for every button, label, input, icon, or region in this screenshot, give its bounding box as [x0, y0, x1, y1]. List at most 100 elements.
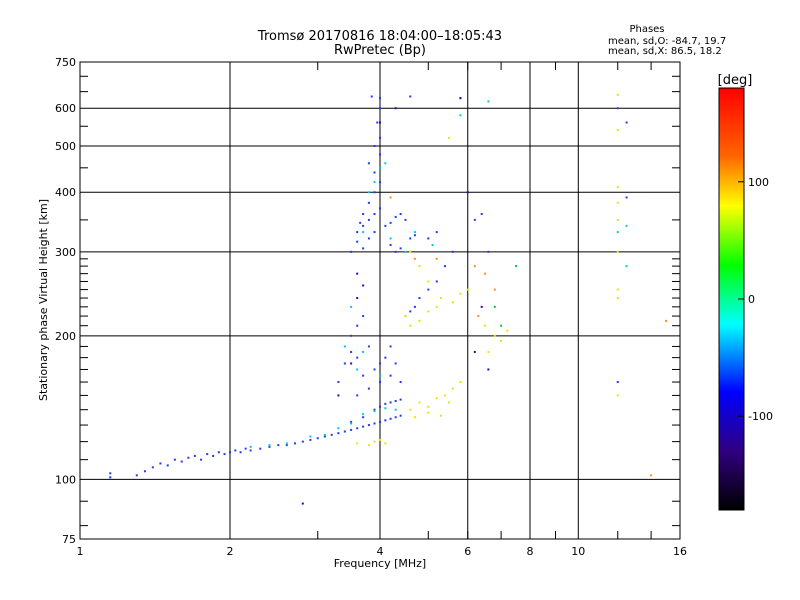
x-tick-label: 16: [673, 545, 687, 558]
data-point: [350, 305, 353, 308]
data-point: [373, 171, 376, 174]
data-point: [379, 107, 381, 110]
data-point: [384, 407, 387, 410]
data-point: [343, 345, 346, 348]
data-point: [343, 362, 346, 365]
data-point: [337, 394, 340, 397]
data-point: [473, 265, 476, 268]
data-point: [166, 464, 169, 467]
data-point: [616, 218, 619, 221]
data-point: [379, 97, 381, 100]
data-point: [480, 213, 483, 216]
data-point: [625, 224, 628, 227]
data-point: [367, 218, 370, 221]
data-point: [487, 100, 490, 103]
y-tick-label: 500: [55, 140, 76, 153]
data-point: [389, 417, 392, 420]
y-tick-label: 750: [55, 56, 76, 69]
data-point: [625, 121, 628, 124]
data-point: [309, 438, 312, 441]
data-point: [350, 350, 353, 353]
axis-ticks: [80, 62, 680, 539]
data-point: [404, 315, 407, 318]
data-point: [427, 411, 430, 414]
data-point: [217, 451, 220, 454]
data-point: [394, 362, 397, 365]
data-point: [356, 231, 359, 234]
data-point: [356, 442, 359, 445]
data-point: [356, 324, 359, 327]
y-tick-label: 200: [55, 330, 76, 343]
data-point: [330, 433, 333, 436]
data-point: [389, 401, 392, 404]
data-point: [399, 398, 402, 401]
data-point: [384, 402, 387, 405]
data-point: [356, 394, 359, 397]
data-point: [367, 444, 370, 447]
data-point: [350, 428, 353, 431]
data-point: [301, 502, 304, 505]
data-point: [404, 218, 407, 221]
y-tick-label: 100: [55, 473, 76, 486]
data-point: [484, 324, 487, 327]
data-point: [404, 250, 407, 253]
data-point: [367, 162, 370, 165]
data-point: [625, 196, 628, 199]
data-point: [443, 394, 446, 397]
data-point: [394, 416, 397, 419]
data-point: [493, 288, 496, 291]
data-point: [384, 224, 387, 227]
data-point: [337, 427, 340, 430]
data-point: [350, 334, 353, 337]
colorbar-tick-label: 100: [748, 176, 769, 189]
data-point: [384, 356, 387, 359]
data-point: [229, 451, 231, 454]
data-point: [277, 444, 280, 447]
data-point: [409, 324, 412, 327]
data-point: [109, 472, 112, 475]
data-point: [159, 462, 162, 465]
data-point: [389, 196, 392, 199]
data-point: [187, 456, 190, 459]
data-point: [443, 265, 446, 268]
data-point: [389, 221, 392, 224]
data-point: [473, 350, 476, 353]
data-point: [480, 305, 483, 308]
data-point: [384, 419, 387, 422]
data-point: [427, 288, 430, 291]
data-point: [293, 442, 296, 445]
data-point: [143, 470, 146, 473]
data-point: [384, 162, 387, 165]
data-point: [394, 408, 397, 411]
data-point: [418, 319, 421, 322]
data-point: [493, 305, 496, 308]
data-point: [362, 425, 365, 428]
data-point: [373, 231, 376, 234]
data-point: [323, 435, 326, 438]
data-point: [109, 476, 112, 479]
data-point: [350, 420, 353, 423]
data-point: [616, 107, 619, 110]
data-point: [373, 408, 376, 411]
data-point: [234, 449, 237, 452]
data-point: [373, 181, 376, 184]
data-point: [223, 453, 226, 456]
data-point: [373, 144, 376, 147]
data-point: [356, 240, 359, 243]
data-point: [427, 310, 430, 313]
data-points: [109, 93, 668, 505]
data-point: [399, 414, 402, 417]
data-point: [373, 440, 376, 443]
data-point: [379, 438, 381, 441]
x-tick-label: 8: [527, 545, 534, 558]
data-point: [427, 405, 430, 408]
data-point: [418, 401, 421, 404]
data-point: [285, 442, 288, 445]
data-point: [343, 430, 346, 433]
data-point: [616, 297, 619, 300]
data-point: [409, 408, 412, 411]
data-point: [367, 191, 370, 194]
y-axis-label: Stationary phase Virtual Height [km]: [37, 199, 50, 401]
data-point: [477, 315, 480, 318]
data-point: [394, 215, 397, 218]
